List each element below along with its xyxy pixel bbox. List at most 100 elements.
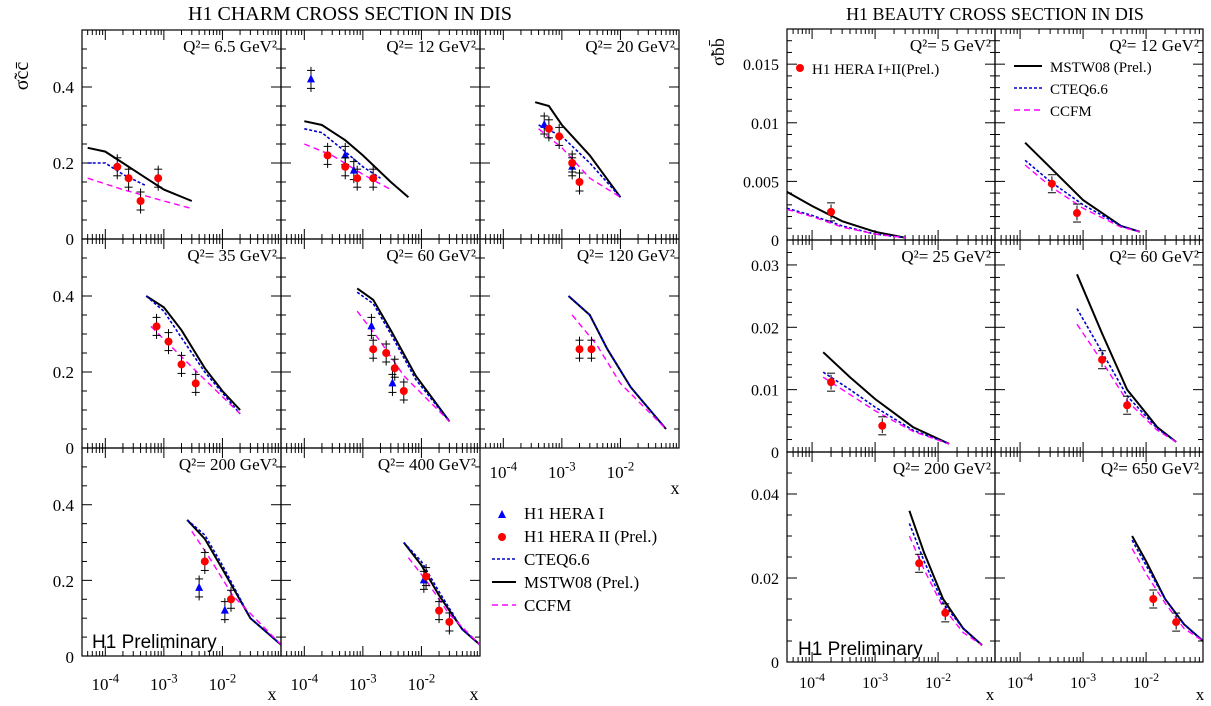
hera2-point [177,360,186,369]
beauty-panels: Q²= 5 GeV² Q²= 12 GeV² Q²= 25 GeV² Q²= 60 G… [743,28,1205,704]
hera2-point [226,595,235,604]
y-tick-label: 0 [66,439,75,458]
hera2-point [152,322,161,331]
panel-q2-label-b0: Q²= 5 GeV² [910,36,991,55]
charm-ylabel: σ̃cc̄ [11,61,33,90]
y-tick-label: 0.02 [751,571,779,588]
panel-q2-label-0: Q²= 6.5 GeV² [183,37,277,56]
legend-marker-hera2 [498,533,506,541]
panel-frame-b3 [994,239,1204,453]
hera2-point [369,174,378,183]
legend-marker-data [796,64,804,72]
panel-frame-3 [81,238,282,449]
panel-frame-4 [280,238,481,449]
mstw-curve [356,287,451,422]
x-tick-label: 10-4 [489,459,517,482]
mstw-curve [786,191,906,239]
y-tick-label: 0 [771,655,779,672]
x-tick-label: 10-2 [607,459,635,482]
x-tick-label: 10-4 [290,671,318,694]
y-tick-label: 0 [771,233,779,250]
charm-legend: H1 HERA I H1 HERA II (Prel.) CTEQ6.6 MSTW08… [492,504,657,615]
panel-q2-label-b3: Q²= 60 GeV² [1109,247,1199,266]
x-tick-label: 10-2 [408,671,436,694]
cteq-curve [822,371,950,445]
hera2-point [154,174,163,183]
ccfm-curve [87,177,192,210]
panel-q2-label-b1: Q²= 12 GeV² [1109,36,1199,55]
data-point [1123,401,1132,410]
data-point [941,608,950,617]
panel-q2-label-2: Q²= 20 GeV² [585,37,675,56]
hera2-point [575,345,584,354]
hera2-point [200,557,209,566]
data-point [827,207,836,216]
hera2-point [124,174,133,183]
hera1-point [220,605,229,614]
hera2-point [568,159,577,167]
cteq-curve [87,162,147,187]
panel-q2-label-b5: Q²= 650 GeV² [1101,459,1199,478]
hera2-point [369,345,378,354]
x-tick-label: 10-2 [209,671,237,694]
mstw-curve [87,146,193,202]
x-tick-label: 10-3 [1070,670,1096,692]
mstw-curve [304,120,410,198]
panel-q2-label-4: Q²= 60 GeV² [386,246,476,265]
y-tick-label: 0.03 [751,258,779,275]
panel-q2-label-b4: Q²= 200 GeV² [893,459,991,478]
y-tick-label: 0.04 [751,487,779,504]
hera2-point [544,124,553,133]
mstw-curve [403,541,481,646]
cteq-curve [145,295,241,415]
data-point [1072,209,1081,218]
hera2-point [341,162,350,171]
x-axis-label: x [671,478,680,498]
mstw-curve [908,510,983,646]
ccfm-curve [356,310,450,422]
ccfm-curve [786,208,906,239]
legend-label: MSTW08 (Prel.) [1050,60,1152,76]
legend-label: CCFM [524,596,571,615]
panel-frame-b4 [786,451,996,663]
x-tick-label: 10-4 [1007,670,1033,692]
legend-marker-hera1 [498,510,506,518]
hera2-point [435,606,444,615]
y-tick-label: 0.2 [53,363,74,382]
beauty-legend: H1 HERA I+II(Prel.) MSTW08 (Prel.) CTEQ6.6… [796,60,1152,120]
x-tick-label: 10-3 [862,670,888,692]
hera1-point [195,582,204,591]
legend-label: H1 HERA II (Prel.) [524,527,657,546]
x-axis-label: x [986,685,995,704]
y-tick-label: 0 [66,648,75,667]
y-tick-label: 0 [66,230,75,249]
cteq-curve [1131,539,1204,642]
y-tick-label: 0.2 [53,154,74,173]
cteq-curve [1076,308,1177,443]
panel-q2-label-7: Q²= 400 GeV² [378,455,476,474]
legend-label: H1 HERA I+II(Prel.) [812,62,939,78]
y-tick-label: 0.4 [53,287,75,306]
panel-frame-6 [81,447,282,657]
cteq-curve [304,128,381,179]
legend-label: CTEQ6.6 [524,550,590,569]
hera2-point [323,151,332,160]
panel-frame-0 [81,29,282,240]
data-point [1047,179,1056,188]
charm-panels: Q²= 6.5 GeV² Q²= 12 GeV² Q²= 20 GeV² Q²= 35… [53,29,680,704]
panel-frame-1 [280,29,481,240]
panel-q2-label-1: Q²= 12 GeV² [386,37,476,56]
ccfm-curve [407,557,481,646]
mstw-curve [822,351,950,445]
ccfm-curve [822,376,950,445]
beauty-watermark: H1 Preliminary [798,639,923,660]
y-tick-label: 0.4 [53,78,75,97]
hera2-point [390,364,399,373]
legend-label: MSTW08 (Prel.) [524,573,639,592]
x-tick-label: 10-4 [799,670,825,692]
x-tick-label: 10-4 [91,671,119,694]
hera2-point [382,349,391,357]
data-point [1098,355,1107,364]
hera1-point [388,378,397,387]
